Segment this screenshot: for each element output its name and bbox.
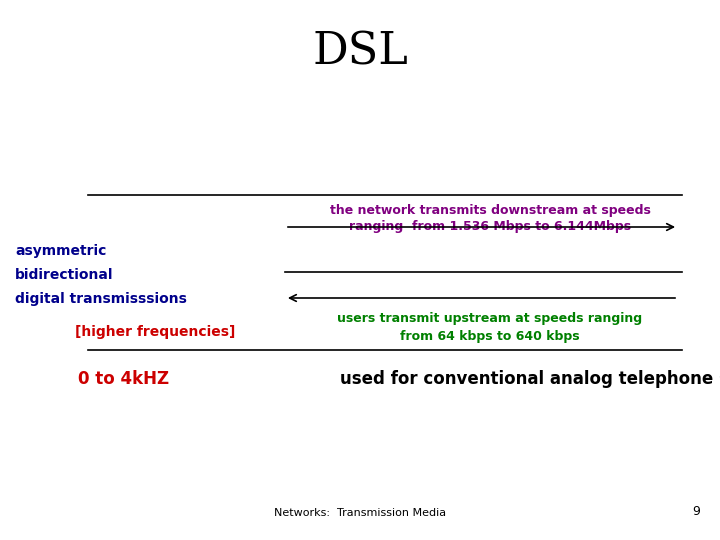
Text: [higher frequencies]: [higher frequencies] — [75, 325, 235, 339]
Text: Networks:  Transmission Media: Networks: Transmission Media — [274, 508, 446, 518]
Text: asymmetric: asymmetric — [15, 244, 107, 258]
Text: DSL: DSL — [312, 30, 408, 73]
Text: digital transmisssions: digital transmisssions — [15, 292, 187, 306]
Text: from 64 kbps to 640 kbps: from 64 kbps to 640 kbps — [400, 330, 580, 343]
Text: users transmit upstream at speeds ranging: users transmit upstream at speeds rangin… — [338, 312, 642, 325]
Text: 0 to 4kHZ: 0 to 4kHZ — [78, 370, 169, 388]
Text: the network transmits downstream at speeds: the network transmits downstream at spee… — [330, 204, 650, 217]
Text: 9: 9 — [692, 505, 700, 518]
Text: bidirectional: bidirectional — [15, 268, 114, 282]
Text: used for conventional analog telephone signals: used for conventional analog telephone s… — [340, 370, 720, 388]
Text: ranging  from 1.536 Mbps to 6.144Mbps: ranging from 1.536 Mbps to 6.144Mbps — [349, 220, 631, 233]
